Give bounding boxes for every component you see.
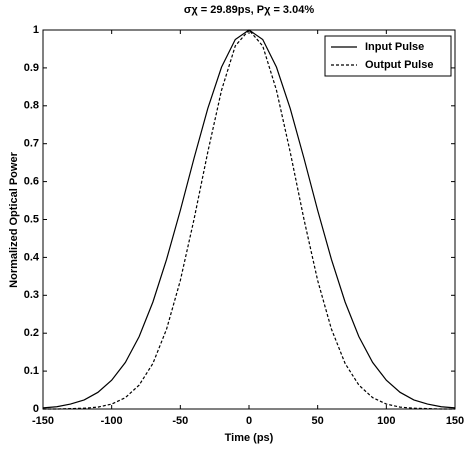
legend-label: Output Pulse xyxy=(365,59,433,71)
y-tick-label: 0.4 xyxy=(24,251,40,263)
x-tick-label: -100 xyxy=(101,415,123,427)
x-axis-label: Time (ps) xyxy=(225,432,274,444)
y-tick-label: 0.3 xyxy=(24,289,39,301)
series-line xyxy=(43,29,455,410)
y-tick-label: 0.5 xyxy=(24,213,39,225)
x-tick-label: 50 xyxy=(312,415,324,427)
legend-label: Input Pulse xyxy=(365,41,424,53)
y-tick-label: 0.6 xyxy=(24,176,39,188)
chart-title: σχ = 29.89ps, Pχ = 3.04% xyxy=(184,4,314,16)
legend-box xyxy=(324,35,452,77)
x-tick-label: 0 xyxy=(246,415,252,427)
x-tick-label: -150 xyxy=(32,415,54,427)
y-tick-label: 0.1 xyxy=(24,365,39,377)
y-tick-label: 0.8 xyxy=(24,100,39,112)
y-tick-label: 0.7 xyxy=(24,138,39,150)
x-tick-label: 100 xyxy=(377,415,395,427)
series-line xyxy=(42,29,456,409)
y-tick-label: 0.2 xyxy=(24,327,39,339)
y-tick-label: 1 xyxy=(33,24,39,36)
y-tick-label: 0 xyxy=(33,403,39,415)
y-axis-label: Normalized Optical Power xyxy=(8,151,20,287)
x-tick-label: -50 xyxy=(172,415,188,427)
plot-frame xyxy=(42,29,456,410)
x-tick-label: 150 xyxy=(446,415,464,427)
y-tick-label: 0.9 xyxy=(24,62,39,74)
